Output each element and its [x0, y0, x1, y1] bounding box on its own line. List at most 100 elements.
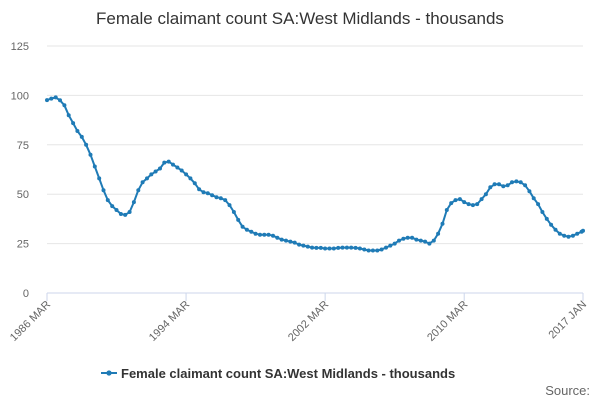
- data-point[interactable]: [162, 160, 167, 165]
- data-point[interactable]: [353, 245, 358, 250]
- data-point[interactable]: [258, 232, 262, 237]
- data-point[interactable]: [262, 232, 267, 237]
- data-point[interactable]: [349, 245, 354, 250]
- data-point[interactable]: [427, 241, 432, 246]
- data-point[interactable]: [223, 198, 228, 203]
- data-point[interactable]: [231, 210, 236, 214]
- data-point[interactable]: [145, 176, 149, 181]
- data-point[interactable]: [105, 198, 110, 203]
- data-point[interactable]: [340, 245, 345, 250]
- data-point[interactable]: [58, 98, 62, 103]
- data-point[interactable]: [323, 246, 328, 251]
- data-point[interactable]: [581, 228, 585, 233]
- data-point[interactable]: [205, 191, 210, 196]
- data-point[interactable]: [184, 172, 189, 177]
- data-point[interactable]: [475, 202, 480, 207]
- data-point[interactable]: [466, 202, 471, 207]
- data-point[interactable]: [366, 248, 371, 253]
- data-point[interactable]: [297, 242, 302, 247]
- data-point[interactable]: [271, 233, 275, 238]
- data-point[interactable]: [249, 229, 254, 234]
- data-point[interactable]: [310, 245, 315, 250]
- data-point[interactable]: [518, 180, 523, 185]
- data-point[interactable]: [179, 168, 184, 173]
- data-point[interactable]: [549, 222, 554, 227]
- data-point[interactable]: [497, 182, 501, 187]
- data-point[interactable]: [331, 246, 336, 251]
- data-point[interactable]: [53, 95, 58, 100]
- data-point[interactable]: [123, 212, 128, 217]
- data-point[interactable]: [492, 182, 497, 187]
- data-point[interactable]: [536, 202, 541, 207]
- data-point[interactable]: [244, 227, 249, 232]
- data-point[interactable]: [136, 188, 141, 193]
- data-point[interactable]: [201, 190, 206, 195]
- data-point[interactable]: [45, 98, 49, 103]
- data-point[interactable]: [227, 203, 232, 208]
- data-point[interactable]: [175, 165, 180, 170]
- data-point[interactable]: [401, 236, 406, 241]
- data-point[interactable]: [388, 243, 393, 248]
- data-point[interactable]: [431, 238, 436, 243]
- data-point[interactable]: [483, 192, 488, 197]
- data-point[interactable]: [127, 210, 132, 214]
- data-point[interactable]: [410, 235, 415, 240]
- data-point[interactable]: [240, 224, 245, 229]
- data-point[interactable]: [140, 180, 145, 185]
- data-point[interactable]: [71, 121, 76, 126]
- data-point[interactable]: [288, 239, 293, 244]
- data-point[interactable]: [253, 231, 258, 236]
- data-point[interactable]: [444, 208, 449, 212]
- data-point[interactable]: [318, 245, 323, 250]
- data-point[interactable]: [88, 152, 93, 157]
- data-point[interactable]: [488, 185, 493, 190]
- data-point[interactable]: [153, 169, 158, 174]
- data-point[interactable]: [49, 96, 54, 101]
- data-point[interactable]: [527, 189, 532, 194]
- data-point[interactable]: [397, 238, 401, 243]
- data-point[interactable]: [470, 203, 475, 208]
- data-point[interactable]: [110, 204, 115, 209]
- data-point[interactable]: [327, 246, 332, 251]
- data-point[interactable]: [423, 239, 428, 244]
- data-point[interactable]: [344, 245, 349, 250]
- data-point[interactable]: [75, 129, 80, 133]
- data-point[interactable]: [531, 196, 536, 201]
- data-point[interactable]: [566, 234, 571, 239]
- data-point[interactable]: [131, 200, 136, 205]
- data-point[interactable]: [510, 180, 514, 185]
- data-point[interactable]: [62, 103, 67, 108]
- data-point[interactable]: [540, 210, 545, 214]
- data-point[interactable]: [118, 212, 123, 216]
- data-point[interactable]: [314, 245, 319, 250]
- data-point[interactable]: [384, 245, 388, 250]
- data-point[interactable]: [266, 232, 271, 237]
- data-point[interactable]: [66, 113, 71, 118]
- data-point[interactable]: [440, 221, 445, 226]
- data-point[interactable]: [436, 231, 441, 236]
- data-point[interactable]: [101, 188, 106, 193]
- data-point[interactable]: [501, 184, 506, 189]
- data-point[interactable]: [158, 166, 162, 171]
- data-point[interactable]: [418, 238, 423, 243]
- data-point[interactable]: [197, 187, 202, 192]
- data-point[interactable]: [544, 216, 549, 221]
- data-point[interactable]: [218, 196, 223, 201]
- data-point[interactable]: [449, 201, 454, 206]
- data-point[interactable]: [370, 248, 375, 253]
- data-point[interactable]: [279, 237, 284, 242]
- data-point[interactable]: [97, 176, 102, 181]
- legend[interactable]: Female claimant count SA:West Midlands -…: [101, 366, 455, 381]
- data-point[interactable]: [392, 241, 397, 246]
- data-point[interactable]: [523, 183, 528, 188]
- data-point[interactable]: [479, 197, 484, 202]
- data-point[interactable]: [457, 197, 462, 202]
- data-point[interactable]: [149, 172, 154, 177]
- data-point[interactable]: [362, 247, 367, 252]
- data-point[interactable]: [553, 227, 558, 232]
- data-point[interactable]: [557, 231, 562, 236]
- data-point[interactable]: [210, 193, 215, 198]
- data-point[interactable]: [192, 181, 197, 186]
- data-point[interactable]: [236, 217, 241, 222]
- data-point[interactable]: [188, 176, 193, 181]
